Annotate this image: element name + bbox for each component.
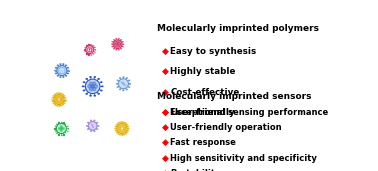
Circle shape xyxy=(101,90,102,91)
Text: ◆: ◆ xyxy=(161,88,168,97)
Circle shape xyxy=(116,124,117,125)
Circle shape xyxy=(94,95,95,96)
Circle shape xyxy=(120,89,121,90)
Circle shape xyxy=(102,86,103,87)
Text: High sensitivity and specificity: High sensitivity and specificity xyxy=(170,154,317,162)
Ellipse shape xyxy=(85,79,100,94)
Circle shape xyxy=(94,120,95,121)
Text: ◆: ◆ xyxy=(161,67,168,76)
Circle shape xyxy=(129,80,130,81)
Ellipse shape xyxy=(117,123,127,134)
Ellipse shape xyxy=(54,95,64,104)
Ellipse shape xyxy=(60,128,62,129)
Ellipse shape xyxy=(87,47,92,52)
Circle shape xyxy=(65,99,66,100)
Ellipse shape xyxy=(90,82,93,85)
Circle shape xyxy=(90,95,91,96)
Ellipse shape xyxy=(86,45,94,54)
Circle shape xyxy=(128,130,129,131)
FancyBboxPatch shape xyxy=(54,128,55,129)
Circle shape xyxy=(55,70,56,71)
Text: ◆: ◆ xyxy=(161,47,168,56)
Text: ◆: ◆ xyxy=(161,169,168,171)
Ellipse shape xyxy=(91,85,94,88)
Text: ◆: ◆ xyxy=(161,108,168,117)
Text: ◆: ◆ xyxy=(161,154,168,162)
FancyBboxPatch shape xyxy=(56,123,57,124)
Circle shape xyxy=(82,86,84,87)
Text: Molecularly imprinted polymers: Molecularly imprinted polymers xyxy=(157,24,319,34)
Text: User-friendly: User-friendly xyxy=(170,108,235,117)
Circle shape xyxy=(117,80,118,81)
Text: Exceptional sensing performance: Exceptional sensing performance xyxy=(170,108,328,117)
Text: Portability: Portability xyxy=(170,169,221,171)
Text: ◆: ◆ xyxy=(161,123,168,132)
Circle shape xyxy=(128,128,129,129)
Circle shape xyxy=(115,126,116,127)
Ellipse shape xyxy=(93,88,96,91)
Circle shape xyxy=(97,122,98,123)
Circle shape xyxy=(126,89,127,90)
Text: Molecularly imprinted sensors: Molecularly imprinted sensors xyxy=(157,92,311,101)
FancyBboxPatch shape xyxy=(84,49,85,50)
Ellipse shape xyxy=(93,82,96,85)
Text: Easy to synthesis: Easy to synthesis xyxy=(170,47,257,56)
Ellipse shape xyxy=(90,88,93,91)
Circle shape xyxy=(84,90,85,91)
Ellipse shape xyxy=(88,122,97,130)
Ellipse shape xyxy=(113,40,122,49)
Ellipse shape xyxy=(62,128,64,129)
Text: Fast response: Fast response xyxy=(170,138,236,147)
Circle shape xyxy=(128,126,129,127)
Ellipse shape xyxy=(60,130,62,131)
Text: User-friendly operation: User-friendly operation xyxy=(170,123,282,132)
Circle shape xyxy=(52,99,53,100)
Ellipse shape xyxy=(58,128,60,129)
Ellipse shape xyxy=(94,85,98,88)
Ellipse shape xyxy=(56,123,67,134)
Ellipse shape xyxy=(60,126,62,127)
Text: ◆: ◆ xyxy=(161,138,168,147)
Text: Highly stable: Highly stable xyxy=(170,67,235,76)
Ellipse shape xyxy=(88,85,91,88)
Ellipse shape xyxy=(118,79,129,89)
Text: ◆: ◆ xyxy=(161,108,168,117)
Ellipse shape xyxy=(57,65,67,76)
Circle shape xyxy=(115,128,116,129)
Circle shape xyxy=(115,130,116,131)
Ellipse shape xyxy=(117,43,118,45)
Ellipse shape xyxy=(59,67,65,74)
Circle shape xyxy=(68,70,69,71)
Text: Cost-effective: Cost-effective xyxy=(170,88,240,97)
